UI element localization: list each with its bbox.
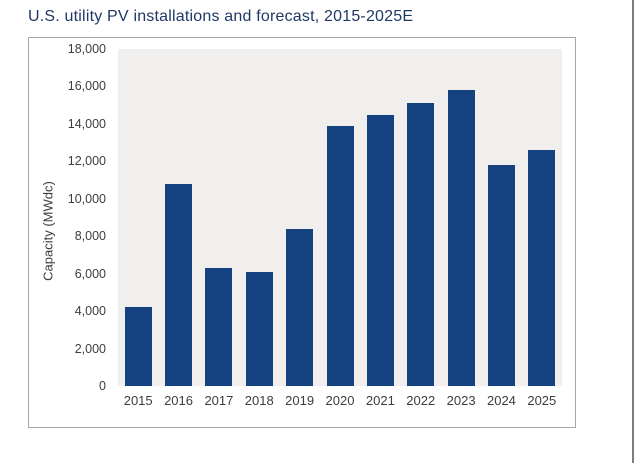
- x-tick-label: 2016: [164, 393, 193, 408]
- y-tick-label: 10,000: [67, 191, 106, 206]
- page-right-border-line: [632, 0, 634, 463]
- bar-2018: [245, 271, 273, 386]
- y-tick-label: 16,000: [67, 79, 106, 94]
- bar-2022: [407, 103, 435, 386]
- y-tick-label: 8,000: [74, 229, 106, 244]
- chart-frame: Capacity (MWdc) 0 2,000 4,000 6,000 8,000 10,…: [28, 37, 576, 428]
- x-tick-label: 2023: [446, 393, 476, 408]
- x-tick-label: 2021: [365, 393, 395, 408]
- chart-title: U.S. utility PV installations and foreca…: [28, 8, 414, 25]
- x-tick-label: 2025: [527, 393, 557, 408]
- y-tick-label: 18,000: [67, 42, 106, 56]
- x-tick-label: 2015: [123, 393, 153, 408]
- bar-2021: [366, 114, 394, 386]
- x-tick-label: 2024: [486, 393, 516, 408]
- x-tick-label: 2017: [204, 393, 234, 408]
- bar-2025: [528, 150, 556, 386]
- y-tick-label: 0: [99, 379, 106, 393]
- x-tick-label: 2019: [285, 393, 315, 408]
- x-tick-label: 2018: [244, 393, 274, 408]
- x-tick-label: 2022: [406, 393, 436, 408]
- bar-2016: [165, 183, 193, 386]
- bar-2024: [487, 165, 515, 386]
- y-tick-label: 12,000: [67, 154, 106, 169]
- y-tick-label: 6,000: [74, 266, 106, 281]
- bar-2020: [326, 125, 354, 386]
- bar-2017: [205, 268, 233, 386]
- y-tick-label: 4,000: [74, 304, 106, 319]
- bar-2019: [286, 228, 314, 386]
- x-tick-label: 2020: [325, 393, 355, 408]
- bar-2015: [124, 307, 152, 386]
- y-tick-label: 14,000: [67, 116, 106, 131]
- y-tick-label: 2,000: [74, 341, 106, 356]
- bar-2023: [447, 90, 475, 386]
